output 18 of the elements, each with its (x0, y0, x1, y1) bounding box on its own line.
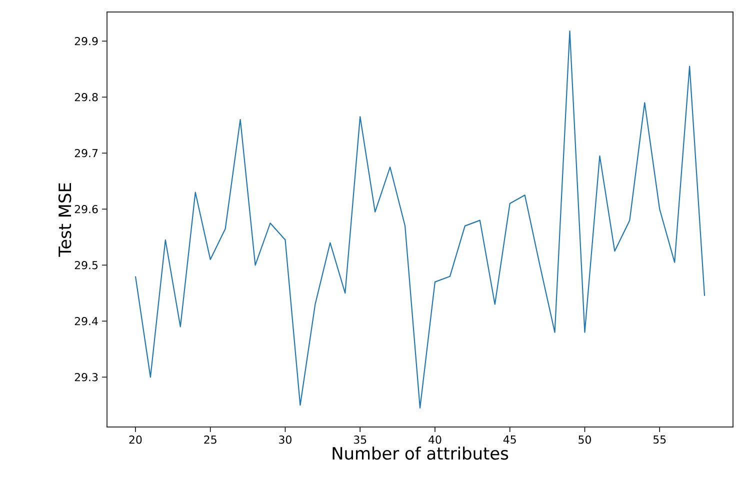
y-tick-label: 29.8 (74, 92, 98, 102)
y-tick-label: 29.3 (74, 373, 98, 382)
y-tick-label: 29.6 (74, 204, 98, 214)
x-tick-label: 40 (428, 436, 442, 444)
y-tick-label: 29.7 (74, 148, 98, 158)
x-axis-title: Number of attributes (332, 446, 508, 460)
x-tick-label: 50 (578, 436, 591, 444)
x-tick-label: 20 (129, 436, 142, 444)
line-series (134, 30, 706, 408)
y-axis-title: Test MSE (58, 183, 72, 257)
x-tick-label: 25 (204, 436, 216, 444)
x-tick-label: 35 (354, 436, 366, 444)
x-tick-label: 30 (279, 436, 292, 444)
y-tick-label: 29.4 (74, 317, 98, 326)
y-tick-label: 29.9 (74, 36, 98, 46)
y-tick-label: 29.5 (74, 260, 98, 270)
x-tick-label: 55 (653, 436, 666, 444)
x-tick-label: 45 (503, 436, 516, 444)
